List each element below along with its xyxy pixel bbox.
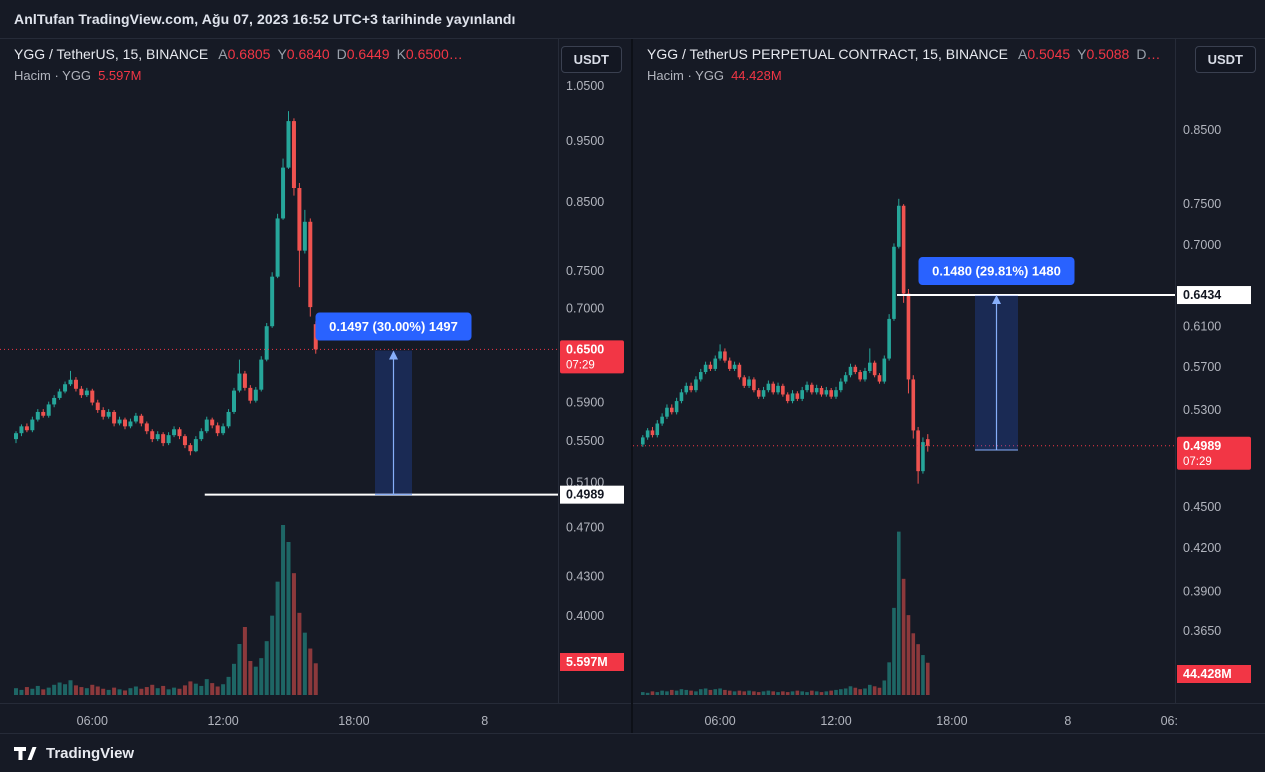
svg-text:1.0500: 1.0500 [566,79,604,93]
svg-text:18:00: 18:00 [936,714,967,728]
chart-legend: YGG / TetherUS, 15, BINANCE A0.6805 Y0.684… [14,47,470,82]
svg-text:0.5500: 0.5500 [566,434,604,448]
volume-legend-label[interactable]: Hacim · YGG [647,68,725,83]
close-label: K [396,46,406,62]
svg-text:44.428M: 44.428M [1183,667,1232,681]
current-price-badge: 0.6500 07:29 [560,340,624,374]
close-value: 0.6500… [405,46,463,62]
svg-text:0.6434: 0.6434 [1183,288,1221,302]
svg-text:0.3900: 0.3900 [1183,585,1221,599]
candles-layer [641,198,930,484]
open-label: A [218,46,228,62]
volume-badge: 44.428M [1177,665,1251,683]
svg-text:0.4200: 0.4200 [1183,541,1221,555]
chart-panel-perp: YGG / TetherUS PERPETUAL CONTRACT, 15, B… [633,39,1265,733]
low-value: 0.6449 [346,46,390,62]
svg-text:8: 8 [1064,714,1071,728]
symbol-title[interactable]: YGG / TetherUS, 15, BINANCE [14,46,209,62]
time-axis[interactable]: 06:00 12:00 18:00 8 [77,714,489,728]
svg-text:0.7000: 0.7000 [566,302,604,316]
svg-text:18:00: 18:00 [338,714,369,728]
measure-label [918,257,1075,286]
svg-text:07:29: 07:29 [1183,456,1212,468]
svg-text:0.5300: 0.5300 [1183,403,1221,417]
svg-text:0.8500: 0.8500 [566,195,604,209]
svg-text:0.7500: 0.7500 [1183,197,1221,211]
svg-text:0.3650: 0.3650 [1183,624,1221,638]
high-label: Y [1077,46,1087,62]
low-label: D [1136,46,1147,62]
low-label: D [336,46,347,62]
tradingview-logo-icon[interactable] [13,743,37,763]
level-price-badge: 0.4989 [560,485,624,504]
price-axis[interactable]: 1.0500 0.9500 0.8500 0.7500 0.7000 0.5900 0.55… [566,79,604,623]
candlestick-chart-perp[interactable]: 0.1480 (29.81%) 14800.85000.75000.70000.… [633,39,1265,733]
open-label: A [1018,46,1028,62]
svg-text:0.1480 (29.81%) 1480: 0.1480 (29.81%) 1480 [932,264,1061,279]
volume-legend-label[interactable]: Hacim · YGG [14,68,92,83]
level-price-badge: 0.6434 [1177,286,1251,305]
volume-layer [641,531,930,695]
svg-text:0.1497 (30.00%) 1497: 0.1497 (30.00%) 1497 [329,319,458,334]
svg-text:0.4700: 0.4700 [566,520,604,534]
charts-area: YGG / TetherUS, 15, BINANCE A0.6805 Y0.684… [0,38,1265,734]
svg-text:0.4989: 0.4989 [566,488,604,502]
measure-tool[interactable]: 0.1480 (29.81%) 1480 [918,257,1075,451]
chart-panel-spot: YGG / TetherUS, 15, BINANCE A0.6805 Y0.684… [0,39,631,733]
svg-text:0.8500: 0.8500 [1183,123,1221,137]
chart-legend: YGG / TetherUS PERPETUAL CONTRACT, 15, B… [647,47,1167,82]
low-value: … [1146,46,1161,62]
svg-text:06:00: 06:00 [77,714,108,728]
svg-text:0.5900: 0.5900 [566,396,604,410]
published-bar: AnlTufan TradingView.com, Ağu 07, 2023 1… [0,0,1265,38]
volume-legend-value: 44.428M [731,68,782,83]
footer: TradingView [0,734,1265,772]
currency-button[interactable]: USDT [560,46,622,73]
high-value: 0.6840 [286,46,330,62]
high-value: 0.5088 [1086,46,1130,62]
svg-text:07:29: 07:29 [566,359,595,371]
open-value: 0.6805 [227,46,271,62]
svg-text:0.4300: 0.4300 [566,569,604,583]
volume-badge: 5.597M [560,653,624,671]
svg-text:0.6100: 0.6100 [1183,320,1221,334]
volume-layer [14,525,318,695]
svg-text:06:00: 06:00 [704,714,735,728]
tradingview-brand[interactable]: TradingView [46,744,135,762]
measure-label [315,312,472,341]
svg-text:06:: 06: [1161,714,1178,728]
high-label: Y [277,46,287,62]
price-axis[interactable]: 0.8500 0.7500 0.7000 0.6100 0.5700 0.5300 0.45… [1183,123,1221,638]
svg-text:0.7000: 0.7000 [1183,238,1221,252]
open-value: 0.5045 [1027,46,1071,62]
time-axis[interactable]: 06:00 12:00 18:00 8 06: [704,714,1178,728]
svg-text:8: 8 [481,714,488,728]
volume-legend-value: 5.597M [98,68,142,83]
svg-text:5.597M: 5.597M [566,655,608,669]
svg-text:0.7500: 0.7500 [566,264,604,278]
svg-text:0.9500: 0.9500 [566,134,604,148]
symbol-title[interactable]: YGG / TetherUS PERPETUAL CONTRACT, 15, B… [647,46,1008,62]
svg-text:0.4500: 0.4500 [1183,500,1221,514]
published-info: AnlTufan TradingView.com, Ağu 07, 2023 1… [14,11,516,27]
candles-layer [14,111,318,456]
svg-text:12:00: 12:00 [207,714,238,728]
svg-text:12:00: 12:00 [820,714,851,728]
measure-tool[interactable]: 0.1497 (30.00%) 1497 [315,312,472,496]
svg-text:0.5700: 0.5700 [1183,360,1221,374]
currency-button[interactable]: USDT [1194,46,1256,73]
svg-text:0.6500: 0.6500 [566,342,604,356]
current-price-badge: 0.4989 07:29 [1177,436,1251,470]
svg-text:0.4989: 0.4989 [1183,439,1221,453]
candlestick-chart-spot[interactable]: 0.1497 (30.00%) 1497 1.0500 0.9500 0.8500 0.… [0,39,631,733]
svg-text:0.4000: 0.4000 [566,609,604,623]
